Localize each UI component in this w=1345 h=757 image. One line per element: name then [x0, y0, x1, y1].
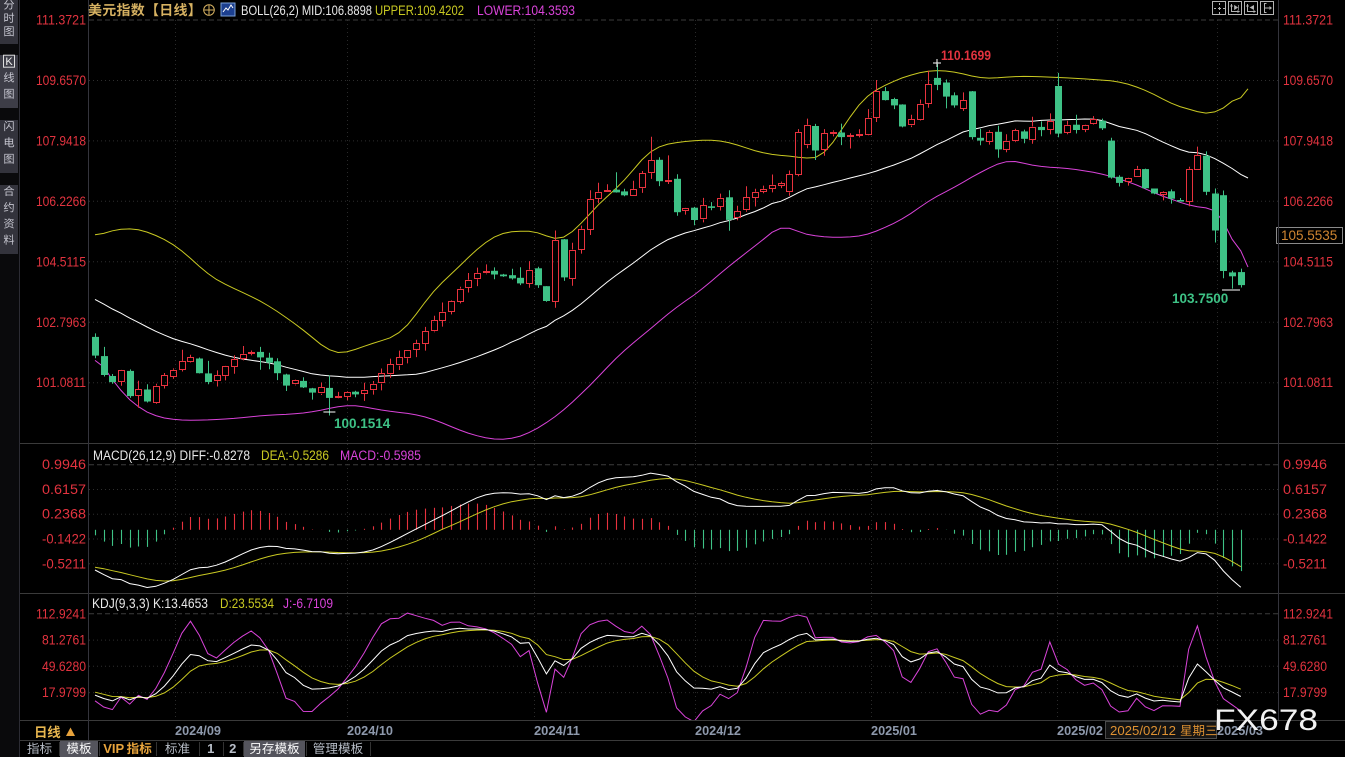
svg-text:VIP: VIP — [103, 741, 124, 756]
svg-text:112.9241: 112.9241 — [1283, 606, 1333, 621]
svg-text:81.2761: 81.2761 — [42, 633, 86, 648]
svg-text:DEA:-0.5286: DEA:-0.5286 — [261, 448, 329, 463]
svg-text:49.6280: 49.6280 — [42, 659, 86, 674]
svg-text:102.7963: 102.7963 — [36, 315, 86, 330]
svg-text:111.3721: 111.3721 — [1283, 13, 1333, 28]
svg-text:0.2368: 0.2368 — [1283, 507, 1327, 522]
svg-text:2025/01: 2025/01 — [871, 723, 917, 738]
svg-text:17.9799: 17.9799 — [42, 685, 86, 700]
svg-text:0.2368: 0.2368 — [42, 507, 86, 522]
svg-text:2024/11: 2024/11 — [534, 723, 580, 738]
svg-text:2024/10: 2024/10 — [347, 723, 393, 738]
svg-text:2024/12: 2024/12 — [695, 723, 741, 738]
svg-text:BOLL(26,2) MID:106.8898: BOLL(26,2) MID:106.8898 — [241, 3, 372, 18]
svg-text:1: 1 — [207, 741, 214, 756]
svg-text:K: K — [5, 56, 13, 68]
svg-text:106.2266: 106.2266 — [36, 194, 86, 209]
svg-text:D:23.5534: D:23.5534 — [220, 596, 274, 611]
svg-text:103.7500: 103.7500 — [1172, 291, 1228, 306]
svg-text:105.5535: 105.5535 — [1281, 228, 1337, 243]
svg-text:J:-6.7109: J:-6.7109 — [283, 596, 333, 611]
svg-text:107.9418: 107.9418 — [1283, 133, 1333, 148]
svg-text:0.9946: 0.9946 — [42, 457, 86, 472]
svg-text:109.6570: 109.6570 — [1283, 73, 1333, 88]
svg-text:111.3721: 111.3721 — [36, 13, 86, 28]
svg-text:81.2761: 81.2761 — [1283, 633, 1327, 648]
svg-text:104.5115: 104.5115 — [36, 254, 86, 269]
svg-text:104.5115: 104.5115 — [1283, 254, 1333, 269]
svg-text:109.6570: 109.6570 — [36, 73, 86, 88]
svg-text:110.1699: 110.1699 — [941, 48, 991, 63]
svg-text:-0.1422: -0.1422 — [42, 532, 86, 547]
svg-text:101.0811: 101.0811 — [1283, 375, 1333, 390]
svg-text:-0.5211: -0.5211 — [42, 556, 86, 571]
svg-text:107.9418: 107.9418 — [36, 133, 86, 148]
svg-text:112.9241: 112.9241 — [36, 606, 86, 621]
svg-text:100.1514: 100.1514 — [334, 416, 391, 431]
svg-text:MACD(26,12,9) DIFF:-0.8278: MACD(26,12,9) DIFF:-0.8278 — [93, 448, 250, 463]
svg-text:101.0811: 101.0811 — [36, 375, 86, 390]
svg-text:0.9946: 0.9946 — [1283, 457, 1327, 472]
svg-text:2025/02/12: 2025/02/12 — [1110, 723, 1176, 738]
svg-text:2: 2 — [229, 741, 236, 756]
svg-text:2025/02: 2025/02 — [1057, 723, 1103, 738]
svg-text:17.9799: 17.9799 — [1283, 685, 1327, 700]
svg-text:LOWER:104.3593: LOWER:104.3593 — [477, 3, 575, 18]
svg-text:0.6157: 0.6157 — [42, 482, 86, 497]
svg-text:KDJ(9,3,3) K:13.4653: KDJ(9,3,3) K:13.4653 — [92, 596, 208, 611]
svg-text:-0.1422: -0.1422 — [1283, 532, 1327, 547]
svg-text:102.7963: 102.7963 — [1283, 315, 1333, 330]
svg-text:UPPER:109.4202: UPPER:109.4202 — [375, 3, 464, 18]
svg-text:-0.5211: -0.5211 — [1283, 556, 1327, 571]
svg-text:MACD:-0.5985: MACD:-0.5985 — [340, 448, 421, 463]
svg-text:FX678: FX678 — [1214, 704, 1318, 737]
svg-text:2024/09: 2024/09 — [175, 723, 221, 738]
svg-text:0.6157: 0.6157 — [1283, 482, 1327, 497]
svg-text:106.2266: 106.2266 — [1283, 194, 1333, 209]
svg-text:2025/03: 2025/03 — [1217, 723, 1263, 738]
svg-text:49.6280: 49.6280 — [1283, 659, 1327, 674]
